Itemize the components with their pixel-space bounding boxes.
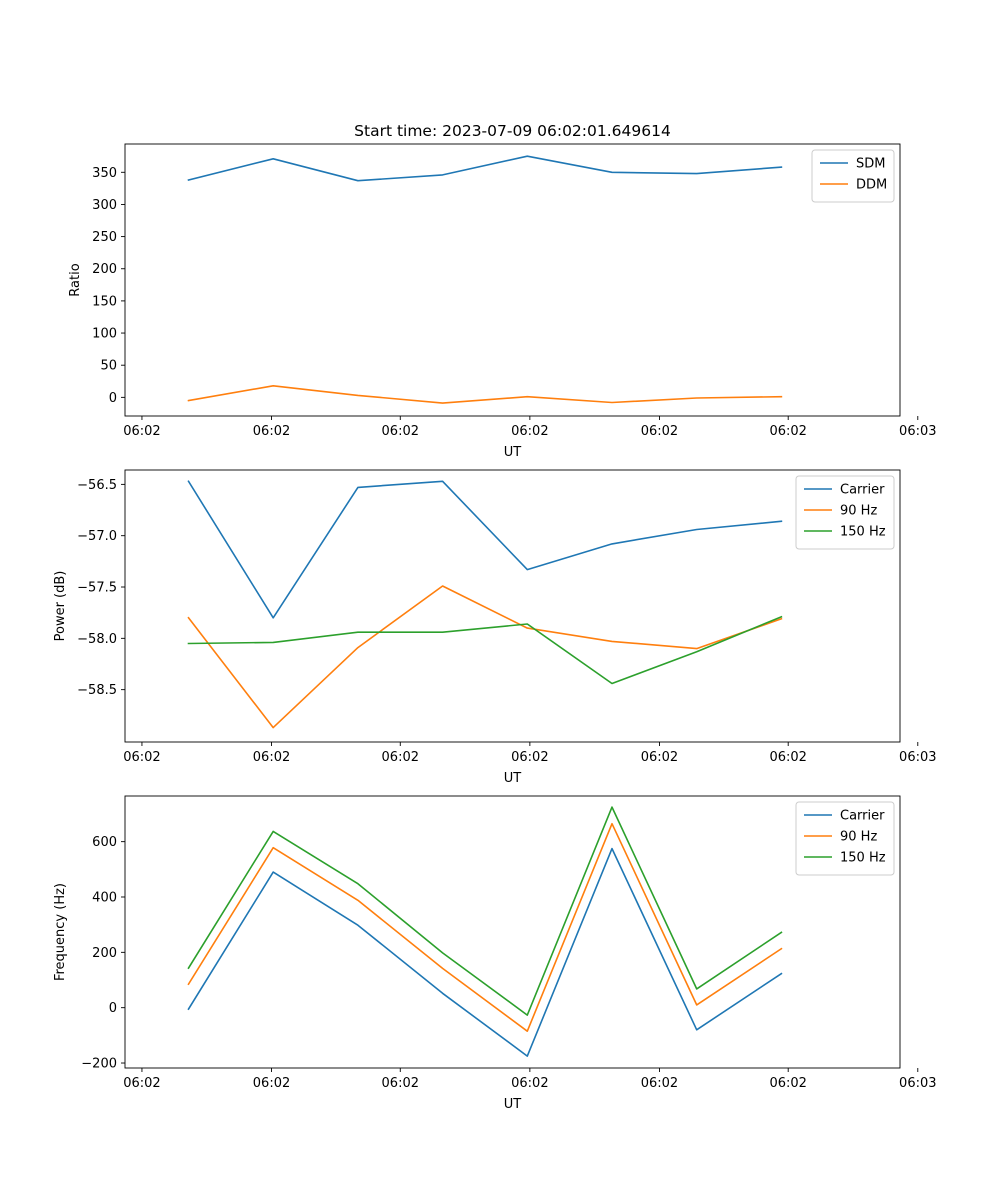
ratio-series-line-ddm — [187, 384, 783, 404]
power-x-tick-label: 06:02 — [123, 750, 160, 765]
frequency-panel: 06:02 06:02 06:02 06:02 06:02 06:02 06:03 −200 0… — [53, 795, 937, 1112]
ratio-y-tick-label: 300 — [92, 198, 117, 213]
ratio-legend-label: SDM — [856, 157, 885, 172]
frequency-y-tick-label: 600 — [92, 835, 117, 850]
ratio-y-tick-label: 100 — [92, 327, 117, 342]
ratio-y-tick-label: 200 — [92, 262, 117, 277]
power-x-tick-label: 06:02 — [382, 750, 419, 765]
power-legend-label: Carrier — [840, 483, 885, 498]
frequency-legend-label: Carrier — [840, 809, 885, 824]
ratio-y-tick-label: 0 — [109, 391, 117, 406]
frequency-x-tick-label: 06:02 — [769, 1076, 806, 1091]
power-x-tick-label: 06:02 — [769, 750, 806, 765]
frequency-y-tick-label: 200 — [92, 946, 117, 961]
power-y-tick-label: −56.5 — [77, 478, 117, 493]
power-x-axis-label: UT — [504, 771, 522, 786]
power-series-line-150-hz — [187, 615, 783, 685]
power-panel: 06:02 06:02 06:02 06:02 06:02 06:02 06:03 −58.5… — [53, 469, 937, 786]
power-x-tick-label: 06:02 — [253, 750, 290, 765]
frequency-x-tick-label: 06:03 — [899, 1076, 936, 1091]
ratio-y-tick-label: 150 — [92, 294, 117, 309]
frequency-y-tick-label: −200 — [81, 1057, 117, 1072]
frequency-series-line-90-hz — [187, 822, 783, 1032]
ratio-x-tick-label: 06:02 — [769, 424, 806, 439]
frequency-y-tick-label: 0 — [109, 1001, 117, 1016]
ratio-panel: 06:02 06:02 06:02 06:02 06:02 06:02 06:03 0 50 10… — [68, 143, 937, 460]
frequency-y-axis-label: Frequency (Hz) — [53, 883, 68, 981]
ratio-x-tick-label: 06:02 — [511, 424, 548, 439]
frequency-axes-frame — [124, 795, 901, 1069]
power-y-tick-label: −58.0 — [77, 632, 117, 647]
power-x-tick-label: 06:02 — [641, 750, 678, 765]
ratio-y-tick-label: 350 — [92, 166, 117, 181]
frequency-y-tick-label: 400 — [92, 890, 117, 905]
ratio-x-tick-label: 06:02 — [382, 424, 419, 439]
ratio-x-axis-label: UT — [504, 445, 522, 460]
power-legend-label: 90 Hz — [840, 504, 877, 519]
ratio-y-tick-label: 50 — [100, 359, 117, 374]
ratio-legend-label: DDM — [856, 178, 887, 193]
figure-title: Start time: 2023-07-09 06:02:01.649614 — [354, 122, 671, 140]
power-y-axis-label: Power (dB) — [53, 571, 68, 642]
power-y-tick-label: −57.5 — [77, 581, 117, 596]
power-legend-label: 150 Hz — [840, 525, 886, 540]
frequency-series-line-carrier — [187, 847, 783, 1057]
ratio-axes-frame — [124, 143, 901, 417]
ratio-y-axis-label: Ratio — [68, 263, 83, 296]
power-axes-frame — [124, 469, 901, 743]
ratio-x-tick-label: 06:02 — [253, 424, 290, 439]
frequency-legend-label: 90 Hz — [840, 830, 877, 845]
ratio-y-tick-label: 250 — [92, 230, 117, 245]
power-series-line-carrier — [187, 480, 783, 619]
ratio-x-tick-label: 06:03 — [899, 424, 936, 439]
ratio-x-tick-label: 06:02 — [641, 424, 678, 439]
frequency-x-tick-label: 06:02 — [511, 1076, 548, 1091]
power-x-tick-label: 06:02 — [511, 750, 548, 765]
frequency-legend-label: 150 Hz — [840, 851, 886, 866]
frequency-x-tick-label: 06:02 — [123, 1076, 160, 1091]
power-y-tick-label: −57.0 — [77, 529, 117, 544]
ratio-x-tick-label: 06:02 — [123, 424, 160, 439]
frequency-x-axis-label: UT — [504, 1097, 522, 1112]
power-y-tick-label: −58.5 — [77, 683, 117, 698]
ratio-series-line-sdm — [187, 155, 783, 182]
frequency-x-tick-label: 06:02 — [382, 1076, 419, 1091]
power-x-tick-label: 06:03 — [899, 750, 936, 765]
frequency-x-tick-label: 06:02 — [253, 1076, 290, 1091]
frequency-x-tick-label: 06:02 — [641, 1076, 678, 1091]
frequency-series-line-150-hz — [187, 806, 783, 1016]
power-series-line-90-hz — [187, 585, 783, 729]
